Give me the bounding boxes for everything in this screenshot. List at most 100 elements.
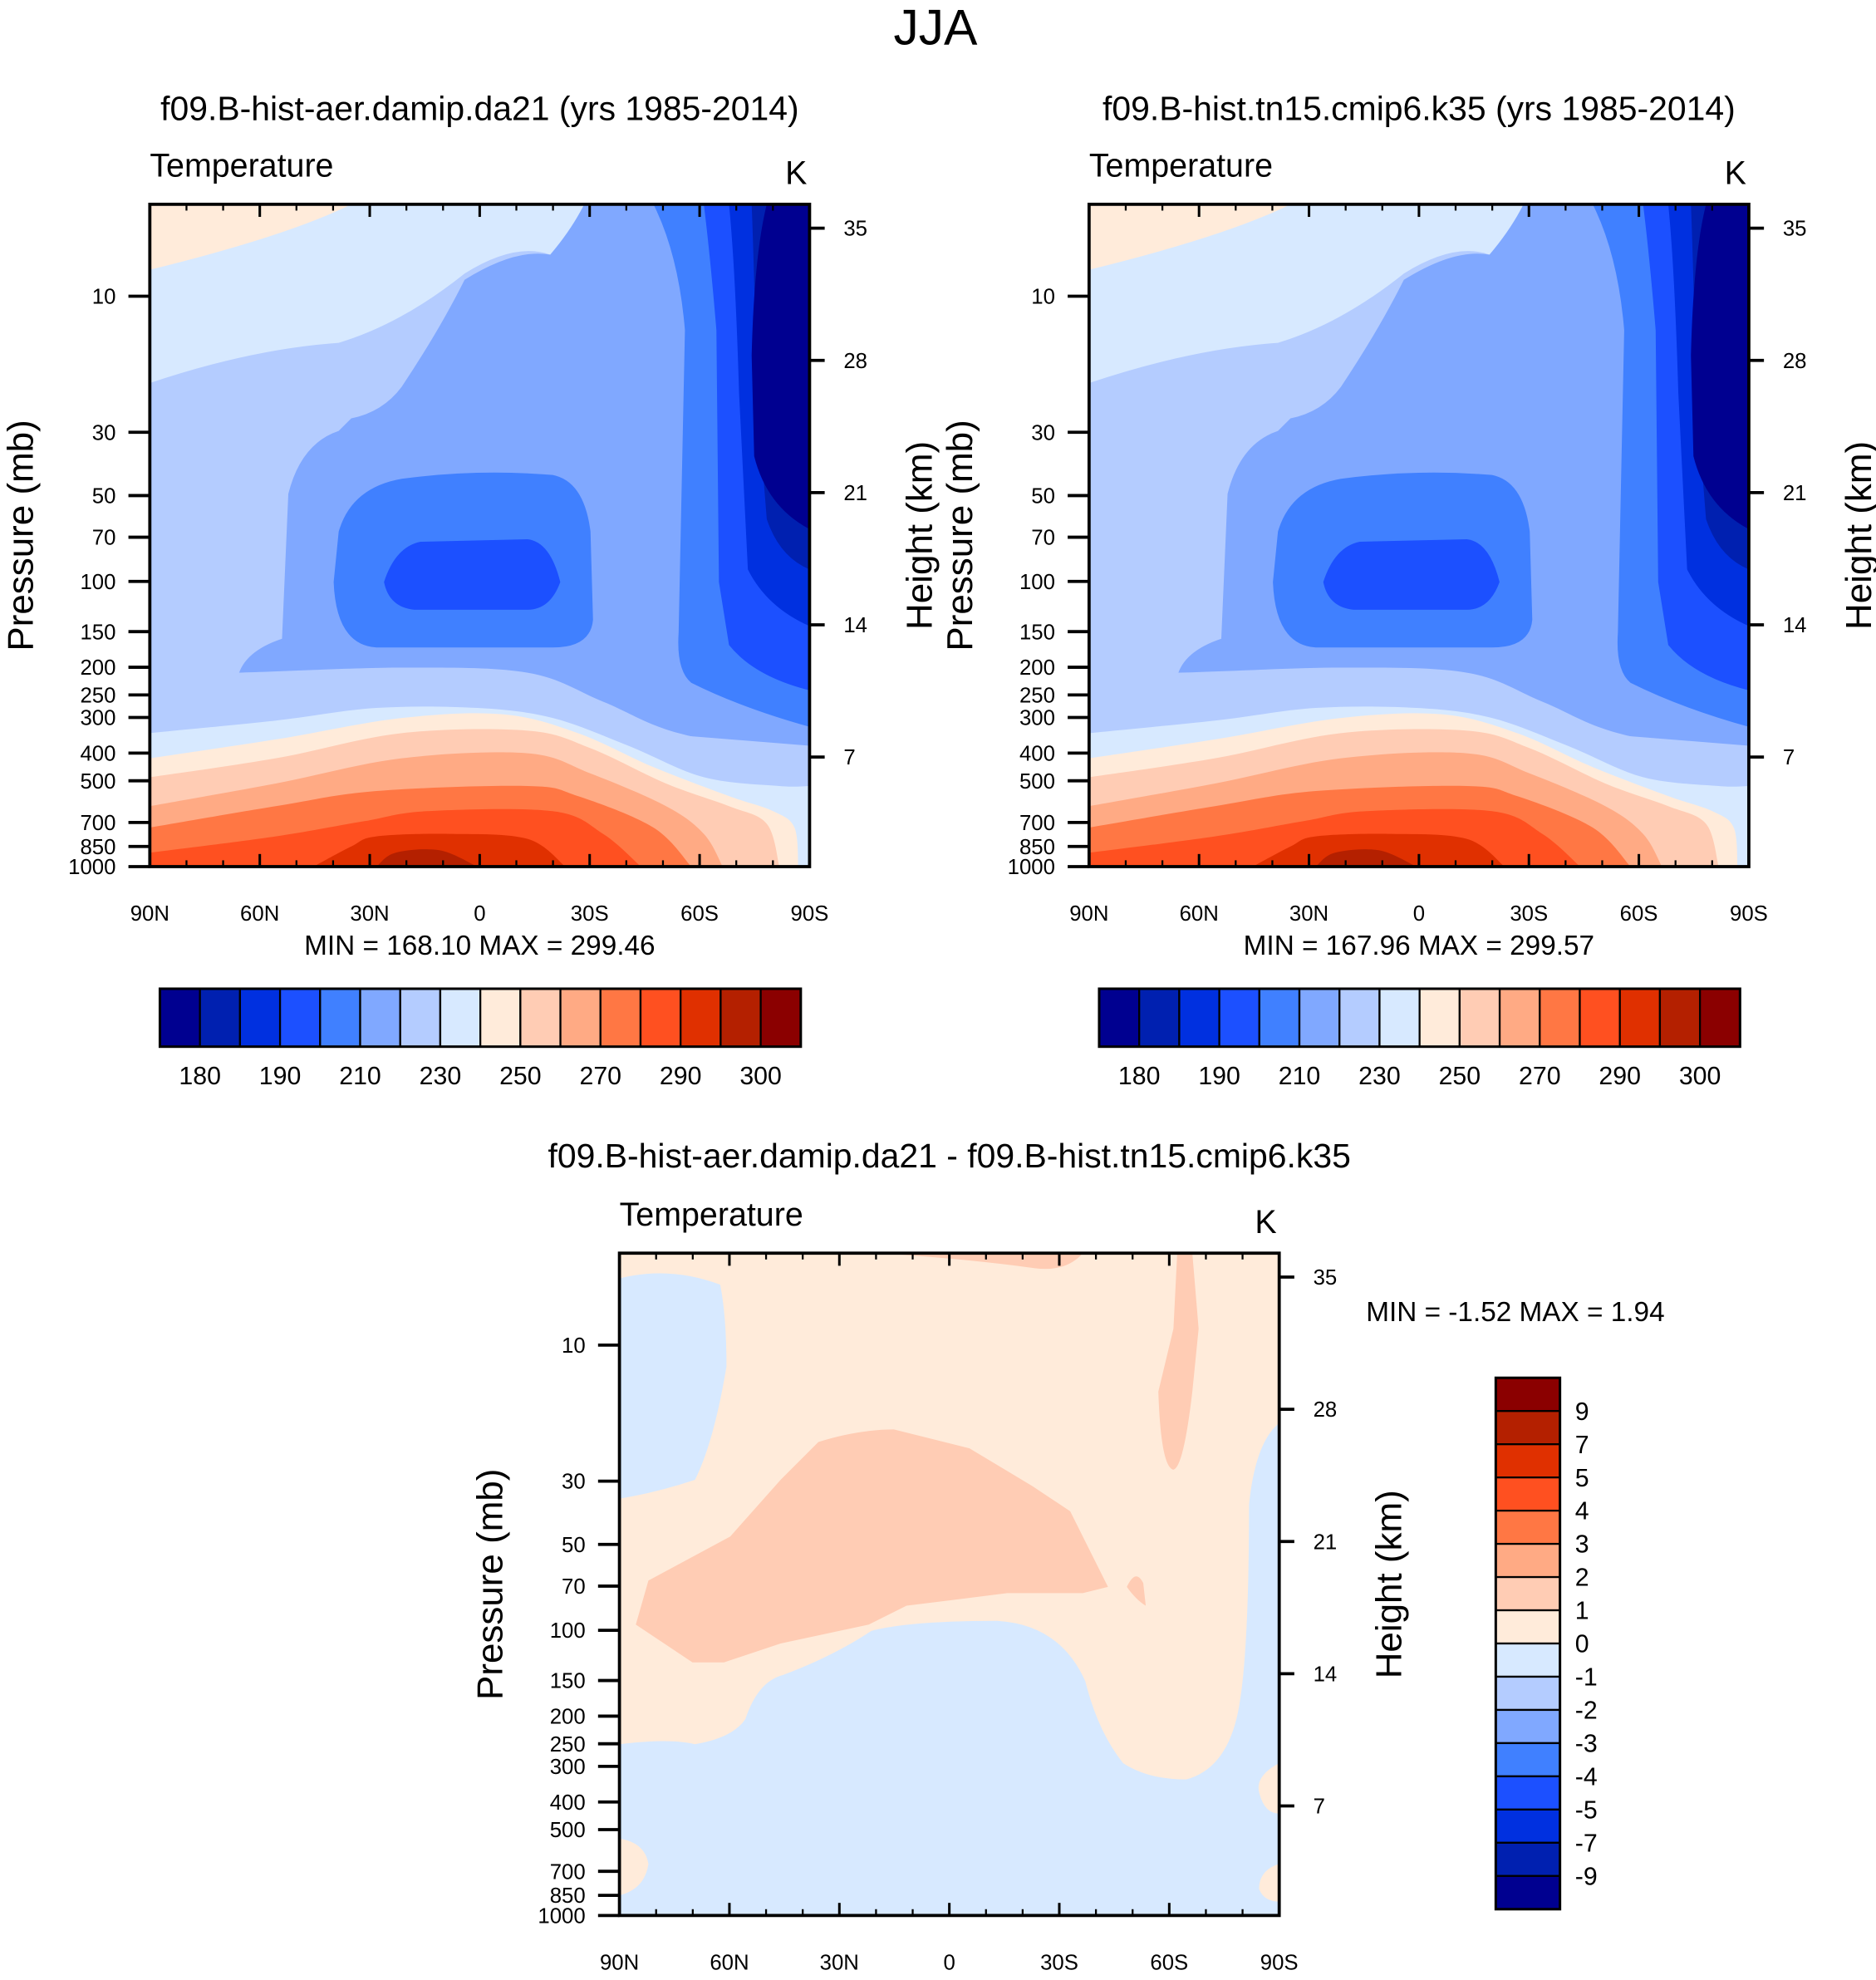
figure-title: JJA: [893, 0, 978, 55]
y-tick-label: 700: [80, 812, 115, 835]
colorbar-box: [1298, 987, 1341, 1048]
colorbar-box: [639, 987, 682, 1048]
contour-fill: [1088, 204, 1524, 384]
y-tick-label: 850: [550, 1884, 586, 1908]
y-tick-label: 850: [1019, 836, 1055, 859]
colorbar-box: [1495, 1377, 1561, 1413]
y-tick-label: 300: [1019, 707, 1055, 730]
colorbar-box: [1495, 1575, 1561, 1612]
left-string: Temperature: [1089, 148, 1273, 184]
y-tick-label: 250: [80, 684, 115, 707]
contour-fill: [384, 538, 561, 610]
colorbar-box: [1495, 1742, 1561, 1778]
colorbar-box: [359, 987, 401, 1048]
y-tick-label: 500: [550, 1819, 586, 1842]
y-right-tick-label: 35: [1314, 1266, 1338, 1290]
colorbar-box: [1495, 1874, 1561, 1910]
colorbar-frame: [1098, 987, 1741, 1049]
colorbar: 180 190 210 230 250 270 290 300: [1098, 987, 1741, 1090]
colorbar-box: [1178, 987, 1220, 1048]
colorbar-label: 230: [1358, 1063, 1401, 1090]
x-tick-label: 60N: [1180, 902, 1219, 926]
y-right-axis-title: Height (km): [899, 441, 940, 630]
y-tick-label: 150: [550, 1670, 586, 1693]
y-right-tick-label: 7: [1314, 1796, 1325, 1819]
contour-fill: [376, 849, 478, 867]
y-right-tick-label: 14: [843, 614, 867, 637]
y-tick-label: 100: [550, 1619, 586, 1643]
x-tick-label: 30S: [1040, 1952, 1078, 1975]
y-tick-label: 150: [1019, 621, 1055, 644]
y-tick-label: 850: [80, 836, 115, 859]
left-string: Temperature: [150, 148, 333, 184]
min-max-label: MIN = 167.96 MAX = 299.57: [1244, 931, 1594, 961]
colorbar-label: 270: [1519, 1063, 1561, 1090]
y-tick-label: 70: [92, 527, 116, 550]
x-tick-label: 90S: [1260, 1952, 1299, 1975]
y-tick-label: 500: [1019, 770, 1055, 793]
colorbar: 9 7 5 4 3 2 1 0 -1 -2 -3 -4 -5 -7 -9: [1494, 1376, 1598, 1911]
panel-title: f09.B-hist.tn15.cmip6.k35 (yrs 1985-2014…: [1103, 89, 1736, 127]
y-tick-label: 30: [1031, 421, 1055, 445]
y-right-tick-label: 14: [1783, 614, 1807, 637]
x-tick-label: 30S: [571, 902, 609, 926]
colorbar-box: [559, 987, 602, 1048]
colorbar-box: [399, 987, 442, 1048]
panel-title: f09.B-hist-aer.damip.da21 - f09.B-hist.t…: [548, 1137, 1350, 1175]
y-tick-label: 10: [562, 1334, 586, 1358]
colorbar-box: [1495, 1443, 1561, 1479]
contour-fill: [1158, 1253, 1199, 1470]
colorbar-box: [519, 987, 562, 1048]
y-tick-label: 50: [1031, 485, 1055, 509]
y-axis-title: Pressure (mb): [0, 420, 41, 651]
y-right-tick-label: 35: [1783, 218, 1807, 241]
contour-panel-1: f09.B-hist-aer.damip.da21 (yrs 1985-2014…: [0, 89, 940, 926]
colorbar-label: 180: [1118, 1063, 1161, 1090]
colorbar-box: [1495, 1775, 1561, 1810]
contour-fill: [150, 204, 351, 270]
x-tick-label: 30S: [1510, 902, 1548, 926]
y-right-axis-title: Height (km): [1839, 441, 1876, 630]
y-right-tick-label: 14: [1314, 1663, 1338, 1686]
contour-fill: [1315, 849, 1417, 867]
colorbar-box: [1418, 987, 1461, 1048]
colorbar-label: 290: [660, 1063, 702, 1090]
colorbar-box: [1458, 987, 1501, 1048]
x-tick-label: 60S: [1150, 1952, 1188, 1975]
contour-panel-2: f09.B-hist.tn15.cmip6.k35 (yrs 1985-2014…: [940, 89, 1876, 926]
y-tick-label: 30: [562, 1471, 586, 1494]
y-right-tick-label: 28: [843, 350, 867, 373]
colorbar-label: 250: [1439, 1063, 1481, 1090]
x-tick-label: 60S: [680, 902, 719, 926]
y-tick-label: 200: [1019, 656, 1055, 680]
y-tick-label: 400: [80, 743, 115, 766]
contour-fill: [1088, 204, 1291, 270]
colorbar-box: [1495, 1542, 1561, 1579]
contour-fills: [1088, 204, 1749, 867]
contour-fill: [751, 204, 810, 529]
colorbar-box: [1258, 987, 1301, 1048]
colorbar-box: [1579, 987, 1621, 1048]
colorbar-label: 180: [179, 1063, 221, 1090]
y-tick-label: 700: [1019, 812, 1055, 835]
y-tick-label: 1000: [1008, 856, 1055, 879]
contour-fill: [1259, 1864, 1279, 1902]
colorbar-label: 230: [420, 1063, 462, 1090]
colorbar-label: -4: [1575, 1763, 1598, 1791]
y-tick-label: 50: [562, 1534, 586, 1557]
left-string: Temperature: [620, 1196, 803, 1233]
y-tick-label: 500: [80, 770, 115, 793]
colorbar-label: -2: [1575, 1697, 1598, 1725]
colorbar-box: [439, 987, 482, 1048]
y-right-tick-label: 21: [843, 482, 867, 505]
colorbar-box: [1495, 1675, 1561, 1712]
y-tick-label: 300: [550, 1756, 586, 1779]
y-tick-label: 400: [1019, 743, 1055, 766]
colorbar-label: -9: [1575, 1863, 1598, 1890]
contour-fill: [619, 1273, 727, 1499]
x-tick-label: 90N: [600, 1952, 639, 1975]
y-tick-label: 10: [1031, 286, 1055, 309]
y-tick-label: 400: [550, 1791, 586, 1815]
colorbar-label: -3: [1575, 1731, 1598, 1758]
colorbar-box: [1495, 1808, 1561, 1844]
